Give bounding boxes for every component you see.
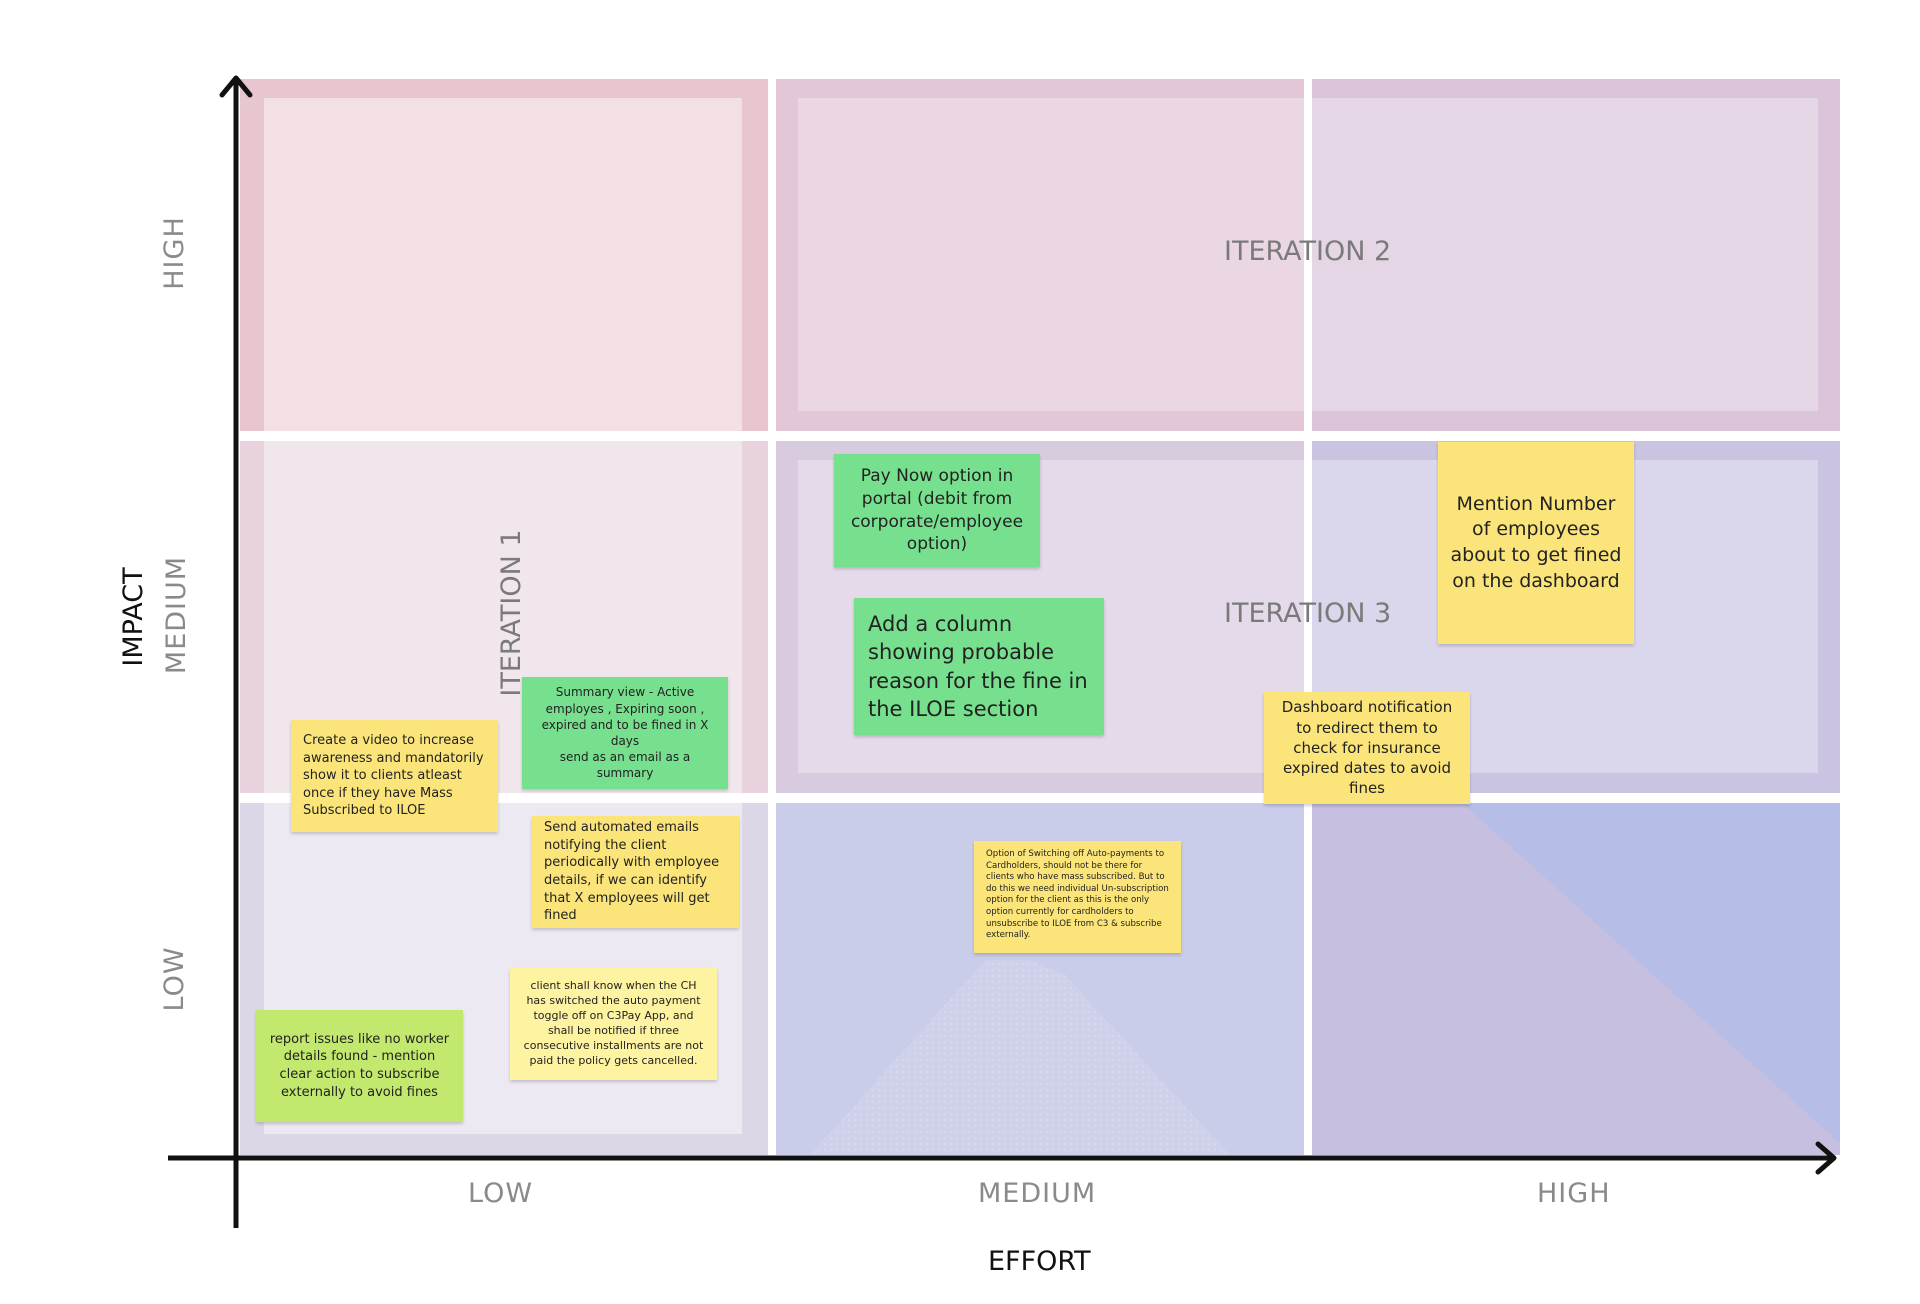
sticky-note-text: Send automated emails notifying the clie… [544,820,720,924]
x-axis-title: EFFORT [988,1246,1091,1277]
cell-low-high [1312,803,1840,1155]
sticky-note-pay-now[interactable]: Pay Now option in portal (debit from cor… [834,454,1040,567]
cell-high-high [1312,79,1840,431]
sticky-note-text: report issues like no worker details fou… [269,1031,450,1100]
iteration-2-region [798,98,1818,411]
sticky-note-mention-number[interactable]: Mention Number of employees about to get… [1438,442,1634,644]
sticky-note-text: Pay Now option in portal (debit from cor… [850,465,1024,555]
iteration-1-label: ITERATION 1 [496,529,527,697]
iteration-1-region [264,98,742,1134]
x-tick-high: HIGH [1537,1178,1611,1209]
sticky-note-summary-view[interactable]: Summary view - Active employes , Expirin… [522,677,728,789]
sticky-note-text: client shall know when the CH has switch… [523,979,704,1067]
low-high-triangle-shape [1312,803,1840,1155]
y-tick-medium: MEDIUM [161,555,192,675]
sticky-note-text: Dashboard notification to redirect them … [1281,698,1453,798]
sticky-note-text: Add a column showing probable reason for… [868,611,1088,721]
sticky-note-text: Mention Number of employees about to get… [1450,492,1622,592]
sticky-note-text: Option of Switching off Auto-payments to… [986,849,1169,941]
sticky-note-report-issues[interactable]: report issues like no worker details fou… [256,1010,463,1122]
y-tick-low: LOW [159,946,190,1012]
sticky-note-text: Create a video to increase awareness and… [303,733,484,819]
iteration-3-label: ITERATION 3 [1224,598,1392,629]
sticky-note-client-know[interactable]: client shall know when the CH has switch… [510,968,717,1080]
sticky-note-create-video[interactable]: Create a video to increase awareness and… [291,720,498,832]
iteration-2-label: ITERATION 2 [1224,236,1392,267]
x-tick-low: LOW [468,1178,534,1209]
sticky-note-automated-emails[interactable]: Send automated emails notifying the clie… [532,816,739,928]
x-tick-medium: MEDIUM [978,1178,1097,1209]
sticky-note-switching-off[interactable]: Option of Switching off Auto-payments to… [974,841,1181,953]
y-axis-title: IMPACT [118,567,149,667]
cell-high-medium [776,79,1304,431]
sticky-note-text: Summary view - Active employes , Expirin… [541,685,709,781]
cell-high-low [240,79,768,431]
y-tick-high: HIGH [159,216,190,290]
hatched-shape [810,960,1230,1155]
sticky-note-add-column[interactable]: Add a column showing probable reason for… [854,598,1104,735]
sticky-note-dashboard-notification[interactable]: Dashboard notification to redirect them … [1264,692,1470,804]
